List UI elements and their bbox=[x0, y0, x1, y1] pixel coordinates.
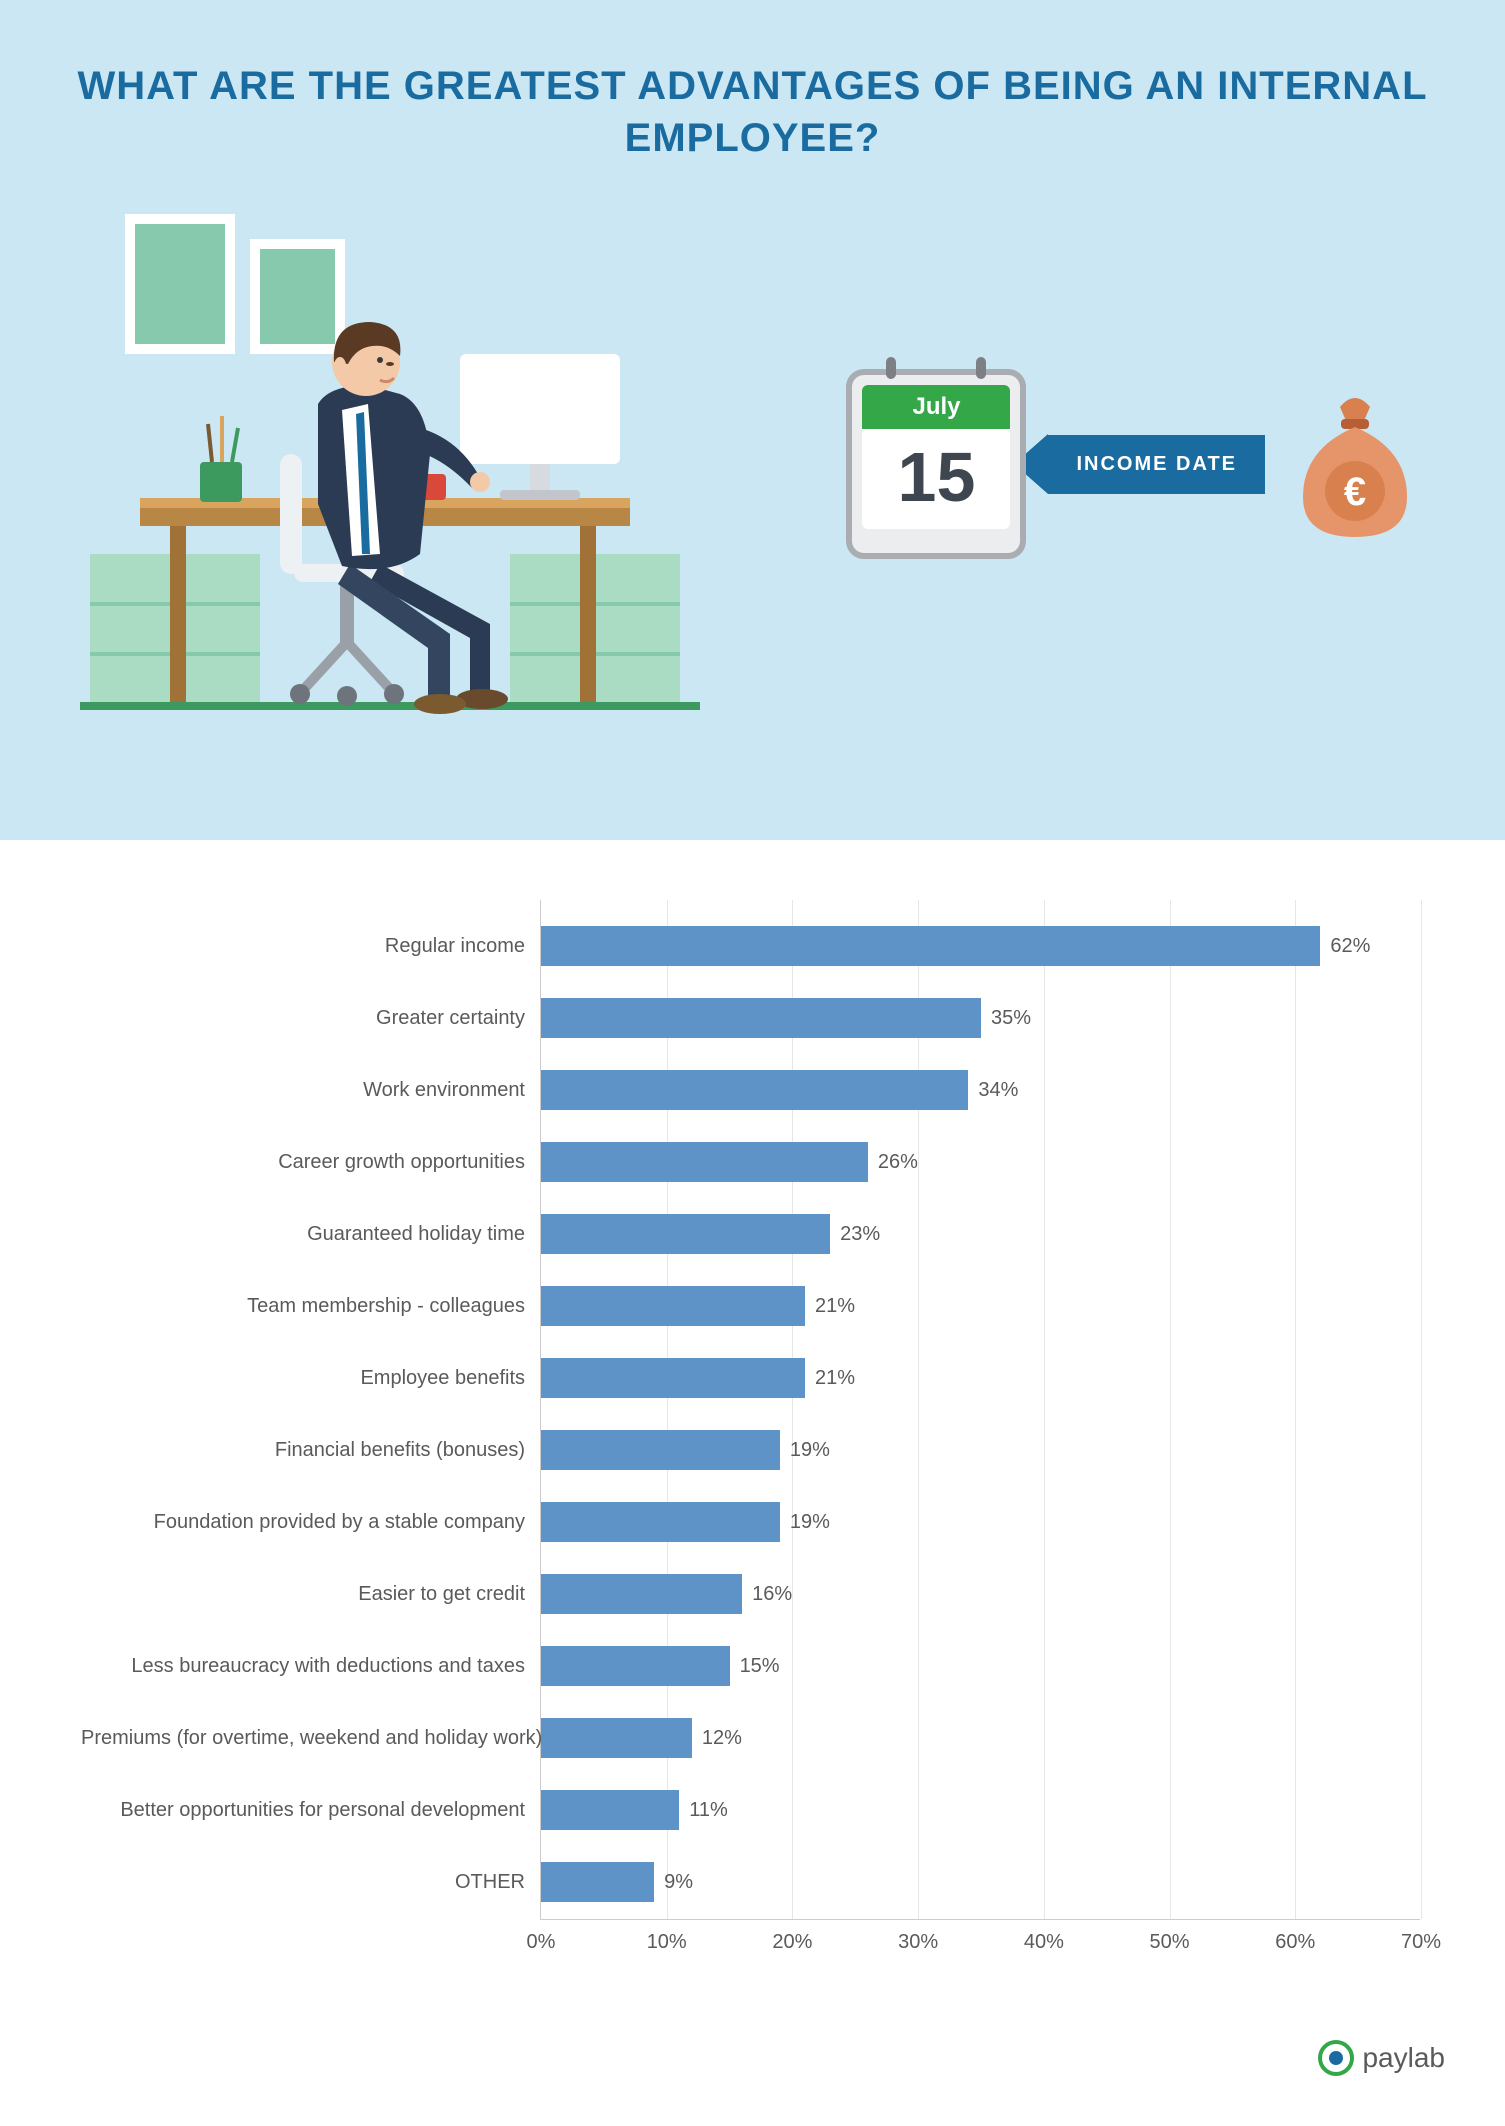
bar-row: Regular income62% bbox=[541, 926, 1370, 966]
bar-label: Easier to get credit bbox=[81, 1583, 541, 1606]
income-date-label: INCOME DATE bbox=[1048, 435, 1265, 494]
bar bbox=[541, 1790, 679, 1830]
bar-value: 26% bbox=[878, 1151, 918, 1174]
bar-row: Foundation provided by a stable company1… bbox=[541, 1502, 830, 1542]
bar bbox=[541, 1358, 805, 1398]
paylab-logo-text: paylab bbox=[1362, 2042, 1445, 2074]
bar bbox=[541, 1430, 780, 1470]
bar bbox=[541, 1142, 868, 1182]
bar-label: OTHER bbox=[81, 1871, 541, 1894]
bar-value: 35% bbox=[991, 1007, 1031, 1030]
bar-label: Regular income bbox=[81, 935, 541, 958]
bar-label: Team membership - colleagues bbox=[81, 1295, 541, 1318]
bar bbox=[541, 1070, 968, 1110]
bar-value: 21% bbox=[815, 1295, 855, 1318]
bar-row: Career growth opportunities26% bbox=[541, 1142, 918, 1182]
bar bbox=[541, 926, 1320, 966]
currency-symbol: € bbox=[1344, 470, 1366, 514]
bar-row: Team membership - colleagues21% bbox=[541, 1286, 855, 1326]
income-date-arrow: INCOME DATE bbox=[1014, 434, 1265, 494]
bar-value: 12% bbox=[702, 1727, 742, 1750]
x-tick: 70% bbox=[1401, 1919, 1441, 1954]
bar-value: 34% bbox=[978, 1079, 1018, 1102]
calendar-day: 15 bbox=[862, 429, 1010, 529]
bar-row: Guaranteed holiday time23% bbox=[541, 1214, 880, 1254]
header-panel: WHAT ARE THE GREATEST ADVANTAGES OF BEIN… bbox=[0, 0, 1505, 840]
bar-value: 19% bbox=[790, 1439, 830, 1462]
bar-label: Better opportunities for personal develo… bbox=[81, 1799, 541, 1822]
bar bbox=[541, 1502, 780, 1542]
bar-value: 21% bbox=[815, 1367, 855, 1390]
bar bbox=[541, 1862, 654, 1902]
bar-row: Premiums (for overtime, weekend and holi… bbox=[541, 1718, 742, 1758]
x-tick: 50% bbox=[1150, 1919, 1190, 1954]
illustration-row: July 15 INCOME DATE € bbox=[60, 204, 1445, 724]
x-tick: 20% bbox=[772, 1919, 812, 1954]
bar-label: Employee benefits bbox=[81, 1367, 541, 1390]
bar-value: 15% bbox=[740, 1655, 780, 1678]
bar-label: Career growth opportunities bbox=[81, 1151, 541, 1174]
x-tick: 0% bbox=[527, 1919, 556, 1954]
bar-row: Easier to get credit16% bbox=[541, 1574, 792, 1614]
bar-label: Guaranteed holiday time bbox=[81, 1223, 541, 1246]
bar-label: Greater certainty bbox=[81, 1007, 541, 1030]
bar bbox=[541, 998, 981, 1038]
paylab-logo-icon bbox=[1318, 2040, 1354, 2076]
x-tick: 60% bbox=[1275, 1919, 1315, 1954]
calendar-month: July bbox=[862, 385, 1010, 429]
bar-row: Less bureaucracy with deductions and tax… bbox=[541, 1646, 780, 1686]
bar bbox=[541, 1646, 730, 1686]
x-tick: 40% bbox=[1024, 1919, 1064, 1954]
bar bbox=[541, 1574, 742, 1614]
bar-value: 62% bbox=[1330, 935, 1370, 958]
bar-value: 16% bbox=[752, 1583, 792, 1606]
bar-value: 19% bbox=[790, 1511, 830, 1534]
bar-row: Financial benefits (bonuses)19% bbox=[541, 1430, 830, 1470]
x-tick: 10% bbox=[647, 1919, 687, 1954]
page-title: WHAT ARE THE GREATEST ADVANTAGES OF BEIN… bbox=[60, 60, 1445, 164]
bar-row: Better opportunities for personal develo… bbox=[541, 1790, 728, 1830]
bar-row: Work environment34% bbox=[541, 1070, 1018, 1110]
bar-row: Employee benefits21% bbox=[541, 1358, 855, 1398]
bar-label: Work environment bbox=[81, 1079, 541, 1102]
bar bbox=[541, 1286, 805, 1326]
paylab-logo: paylab bbox=[1318, 2040, 1445, 2076]
income-date-illustration: July 15 INCOME DATE € bbox=[805, 324, 1425, 604]
chart-area: 0%10%20%30%40%50%60%70%Regular income62%… bbox=[0, 840, 1505, 2040]
advantages-bar-chart: 0%10%20%30%40%50%60%70%Regular income62%… bbox=[540, 900, 1420, 1920]
bar-label: Less bureaucracy with deductions and tax… bbox=[81, 1655, 541, 1678]
bar-value: 9% bbox=[664, 1871, 693, 1894]
bar-row: OTHER9% bbox=[541, 1862, 693, 1902]
employee-desk-illustration bbox=[80, 204, 700, 724]
bar bbox=[541, 1214, 830, 1254]
bar bbox=[541, 1718, 692, 1758]
footer: paylab bbox=[0, 2040, 1505, 2126]
x-tick: 30% bbox=[898, 1919, 938, 1954]
bar-value: 11% bbox=[689, 1799, 728, 1822]
bar-label: Financial benefits (bonuses) bbox=[81, 1439, 541, 1462]
bar-label: Foundation provided by a stable company bbox=[81, 1511, 541, 1534]
bar-row: Greater certainty35% bbox=[541, 998, 1031, 1038]
bar-label: Premiums (for overtime, weekend and holi… bbox=[81, 1727, 541, 1750]
money-bag-icon: € bbox=[1285, 389, 1425, 539]
bar-value: 23% bbox=[840, 1223, 880, 1246]
calendar-icon: July 15 bbox=[846, 369, 1026, 559]
